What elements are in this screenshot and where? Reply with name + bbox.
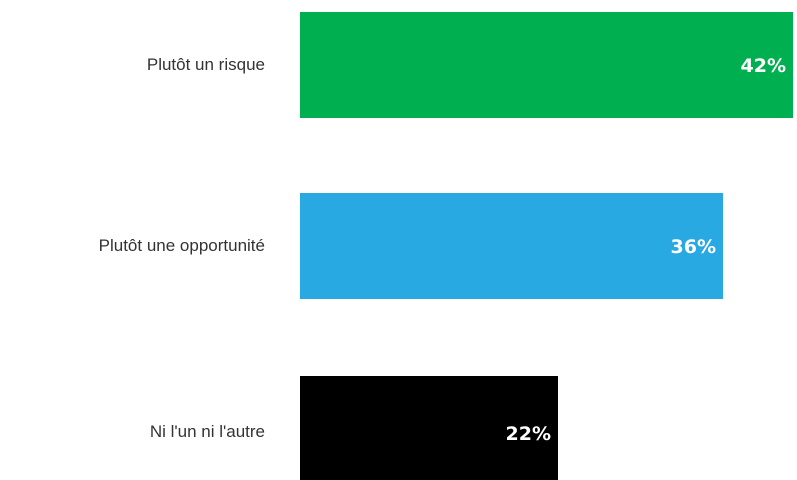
bar-ni-lun-ni-lautre: [300, 376, 558, 480]
bar-group-ni-lun-ni-lautre: Ni l'un ni l'autre 22%: [150, 376, 558, 480]
bar-risque: [300, 12, 793, 118]
category-label-risque: Plutôt un risque: [147, 55, 265, 74]
bar-group-opportunite: Plutôt une opportunité 36%: [99, 193, 723, 299]
value-label-ni-lun-ni-lautre: 22%: [506, 423, 551, 445]
category-label-opportunite: Plutôt une opportunité: [99, 236, 265, 255]
value-label-risque: 42%: [741, 55, 786, 77]
bar-group-risque: Plutôt un risque 42%: [147, 12, 793, 118]
value-label-opportunite: 36%: [671, 236, 716, 258]
category-label-ni-lun-ni-lautre: Ni l'un ni l'autre: [150, 422, 265, 441]
bar-opportunite: [300, 193, 723, 299]
